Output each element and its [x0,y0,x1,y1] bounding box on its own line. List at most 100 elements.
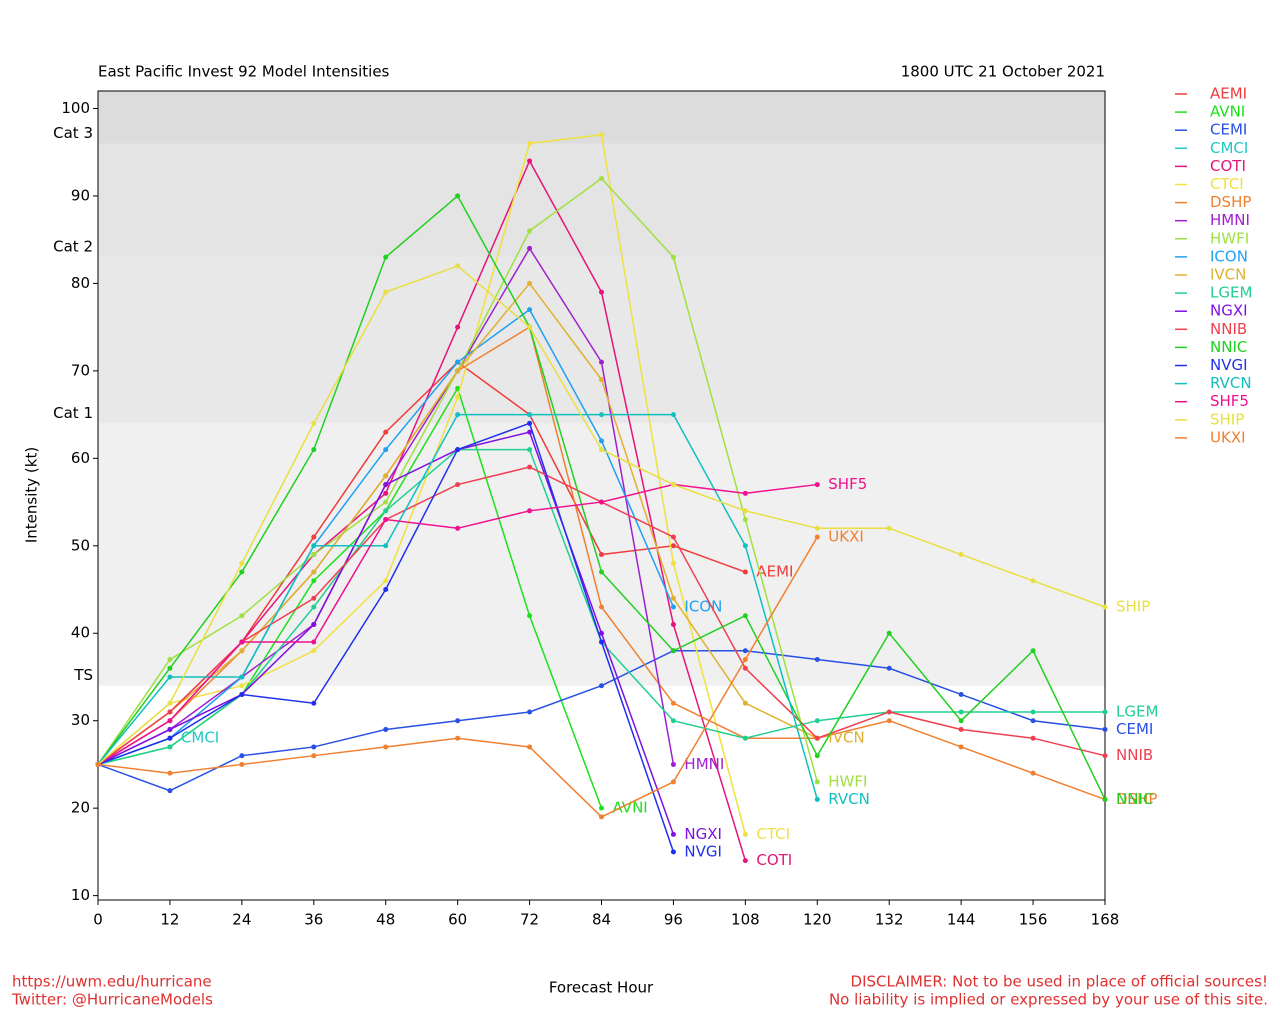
series-end-label: NNIC [1116,790,1153,808]
legend-label: NNIB [1210,320,1247,338]
data-point [958,744,964,750]
data-point [455,394,461,400]
data-point [527,508,533,514]
x-tick-label: 60 [448,911,467,929]
footer-right: No liability is implied or expressed by … [829,991,1268,1009]
legend-label: NNIC [1210,338,1247,356]
data-point [95,761,101,767]
data-point [599,132,604,138]
data-point [527,412,533,418]
data-point [455,735,461,741]
data-point [670,779,676,785]
data-point [239,761,245,767]
data-point [670,412,676,418]
data-point [455,718,461,724]
data-point [599,359,604,365]
data-point [383,744,389,750]
data-point [311,622,317,628]
data-point [814,796,820,802]
x-tick-label: 120 [803,911,832,929]
legend-label: NVGI [1210,356,1248,374]
data-point [742,648,748,654]
series-end-label: NVGI [684,842,722,860]
series-end-label: CTCI [756,825,790,843]
data-point [599,814,604,820]
legend-label: NGXI [1210,302,1248,320]
data-point [814,735,820,741]
series-end-label: HWFI [828,772,867,790]
data-point [742,700,748,706]
y-tick-label: 20 [71,799,90,817]
legend-label: HWFI [1210,229,1249,247]
series-end-label: SHF5 [828,475,867,493]
data-point [742,517,748,523]
data-point [383,517,389,523]
data-point [239,639,245,645]
series-end-label: AEMI [756,563,793,581]
data-point [958,552,964,558]
series-line [97,133,747,835]
data-point [670,482,676,488]
data-point [886,709,892,715]
data-point [1030,770,1036,776]
data-point [527,245,533,251]
data-point [527,744,533,750]
data-point [311,569,317,575]
data-point [527,447,533,453]
data-point [383,482,389,488]
data-point [814,482,820,488]
data-point [599,438,604,444]
legend-label: RVCN [1210,374,1252,392]
legend-label: SHF5 [1210,392,1249,410]
data-point [383,726,389,732]
data-point [383,587,389,593]
series-end-label: AVNI [613,799,648,817]
series-end-label: DSHP [1116,790,1157,808]
data-point [383,490,389,496]
legend-label: ICON [1210,247,1248,265]
data-point [167,674,173,680]
legend-label: CEMI [1210,121,1247,139]
data-point [742,613,748,619]
data-point [311,639,317,645]
data-point [886,665,892,671]
data-point [167,709,173,715]
data-point [455,368,461,374]
legend-label: CTCI [1210,175,1244,193]
data-point [958,718,964,724]
legend-label: SHIP [1210,410,1244,428]
data-point [599,289,604,295]
data-point [311,447,317,453]
data-point [311,534,317,540]
data-point [311,753,317,759]
x-tick-label: 72 [520,911,539,929]
data-point [742,656,748,662]
data-point [311,595,317,601]
data-point [886,630,892,636]
data-point [742,490,748,496]
data-point [311,648,317,654]
data-point [814,525,820,531]
data-point [670,543,676,549]
chart-title: East Pacific Invest 92 Model Intensities [98,63,390,81]
legend-label: LGEM [1210,284,1252,302]
data-point [742,569,748,575]
data-point [670,718,676,724]
y-tick-label: 80 [71,274,90,292]
data-point [311,552,317,558]
legend-label: UKXI [1210,428,1246,446]
data-point [383,473,389,479]
data-point [383,429,389,435]
data-point [455,359,461,365]
data-point [455,263,461,269]
data-point [599,552,604,558]
data-point [167,656,173,662]
band-label: TS [73,666,93,684]
data-point [599,175,604,181]
y-tick-label: 60 [71,449,90,467]
data-point [958,691,964,697]
data-point [742,543,748,549]
y-tick-label: 70 [71,361,90,379]
data-point [886,718,892,724]
